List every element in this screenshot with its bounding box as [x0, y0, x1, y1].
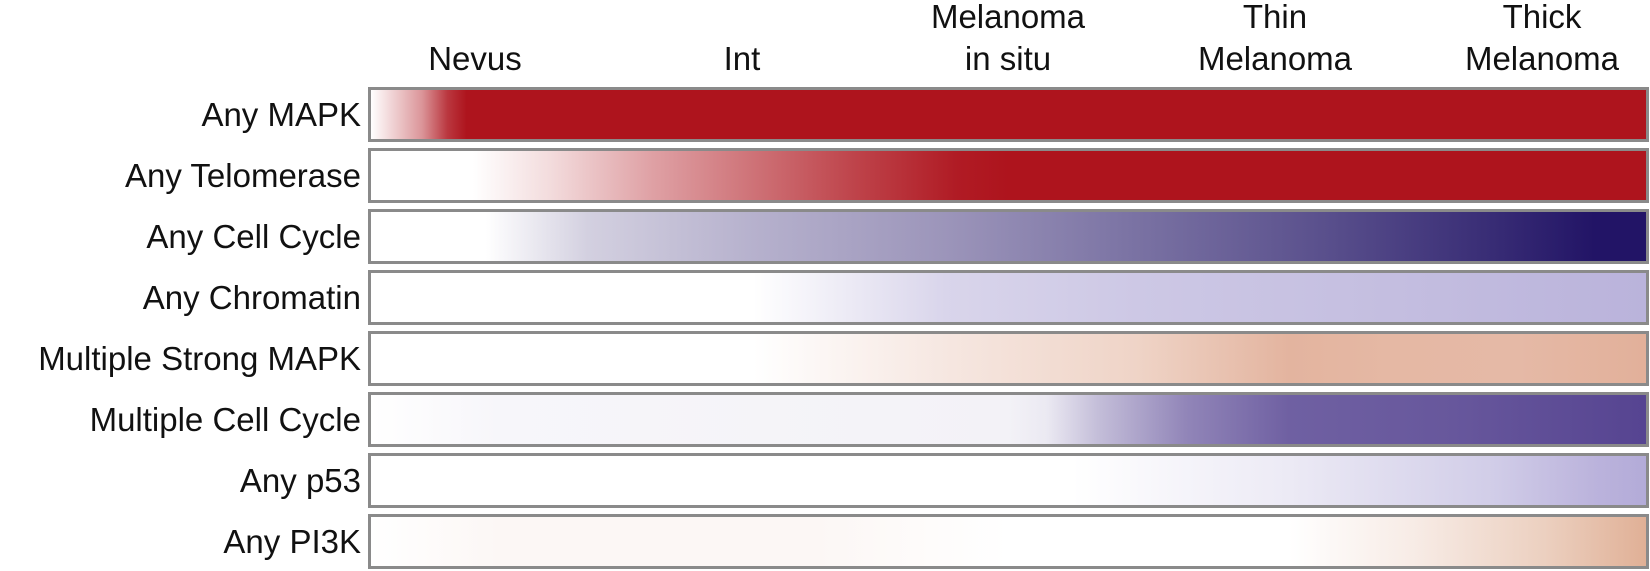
heatmap-band	[368, 270, 1649, 325]
column-label-line: Melanoma	[930, 0, 1086, 35]
column-label: Melanoma in situ	[898, 0, 1118, 80]
row-label: Any Telomerase	[124, 157, 361, 194]
column-label-line: Melanoma	[1197, 40, 1353, 77]
row-label: Multiple Cell Cycle	[89, 401, 361, 438]
row-label: Any Cell Cycle	[146, 218, 361, 255]
column-label-line: Melanoma	[1464, 40, 1620, 77]
heatmap-band	[368, 453, 1649, 508]
row-label: Any p53	[239, 462, 361, 499]
heatmap-band	[368, 392, 1649, 447]
row-label: Any MAPK	[201, 96, 361, 133]
column-label-line: Nevus	[428, 40, 522, 77]
column-label: Thin Melanoma	[1165, 0, 1385, 80]
row-label: Any Chromatin	[142, 279, 361, 316]
column-label: Thick Melanoma	[1432, 0, 1650, 80]
column-label-line: Thin	[1242, 0, 1308, 35]
heatmap-band	[368, 209, 1649, 264]
row-label: Multiple Strong MAPK	[38, 340, 361, 377]
heatmap-band	[368, 87, 1649, 142]
heatmap-band	[368, 148, 1649, 203]
column-label-line: Int	[723, 40, 761, 77]
column-label: Int	[632, 0, 852, 80]
column-label-line: Thick	[1502, 0, 1582, 35]
column-label-line: in situ	[964, 40, 1052, 77]
heatmap-band	[368, 514, 1649, 569]
column-label: Nevus	[365, 0, 585, 80]
row-label: Any PI3K	[223, 523, 361, 560]
heatmap-band	[368, 331, 1649, 386]
